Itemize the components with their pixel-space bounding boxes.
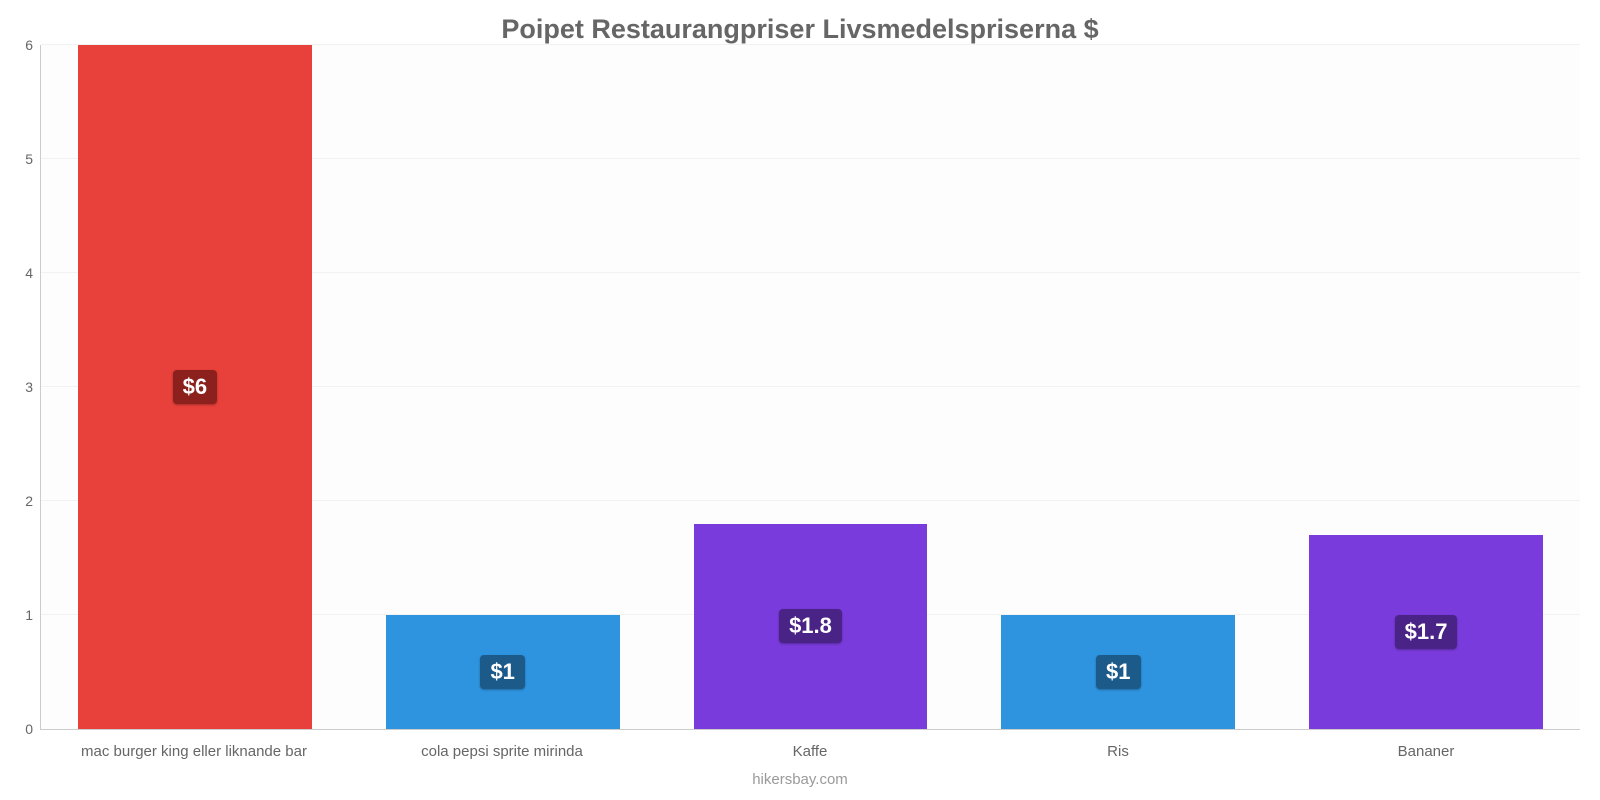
bar-slot: $1.8	[657, 45, 965, 729]
value-badge: $1.7	[1395, 615, 1458, 649]
y-tick-label: 6	[25, 37, 41, 53]
bar-chart: Poipet Restaurangpriser Livsmedelspriser…	[0, 0, 1600, 800]
bar-slot: $1	[964, 45, 1272, 729]
y-tick-label: 3	[25, 379, 41, 395]
x-axis-label: Bananer	[1272, 743, 1580, 760]
x-axis-label: Kaffe	[656, 743, 964, 760]
plot-area: 0123456 $6$1$1.8$1$1.7	[40, 45, 1580, 730]
bar: $1	[386, 615, 620, 729]
bar: $6	[78, 45, 312, 729]
x-axis-label: Ris	[964, 743, 1272, 760]
chart-title: Poipet Restaurangpriser Livsmedelspriser…	[0, 0, 1600, 45]
y-tick-label: 4	[25, 265, 41, 281]
value-badge: $6	[173, 370, 217, 404]
footer-credit: hikersbay.com	[0, 771, 1600, 788]
value-badge: $1	[1096, 655, 1140, 689]
bar: $1.8	[694, 524, 928, 729]
y-tick-label: 1	[25, 607, 41, 623]
y-tick-label: 0	[25, 721, 41, 737]
x-axis-label: cola pepsi sprite mirinda	[348, 743, 656, 760]
bars-row: $6 $1 $1.8 $1 $1.7	[41, 45, 1580, 729]
bar-slot: $6	[41, 45, 349, 729]
bar: $1.7	[1309, 535, 1543, 729]
bar-slot: $1	[349, 45, 657, 729]
y-tick-label: 2	[25, 493, 41, 509]
x-axis-label: mac burger king eller liknande bar	[40, 743, 348, 760]
value-badge: $1	[480, 655, 524, 689]
bar: $1	[1001, 615, 1235, 729]
y-tick-label: 5	[25, 151, 41, 167]
x-axis-labels: mac burger king eller liknande barcola p…	[40, 743, 1580, 760]
value-badge: $1.8	[779, 609, 842, 643]
bar-slot: $1.7	[1272, 45, 1580, 729]
